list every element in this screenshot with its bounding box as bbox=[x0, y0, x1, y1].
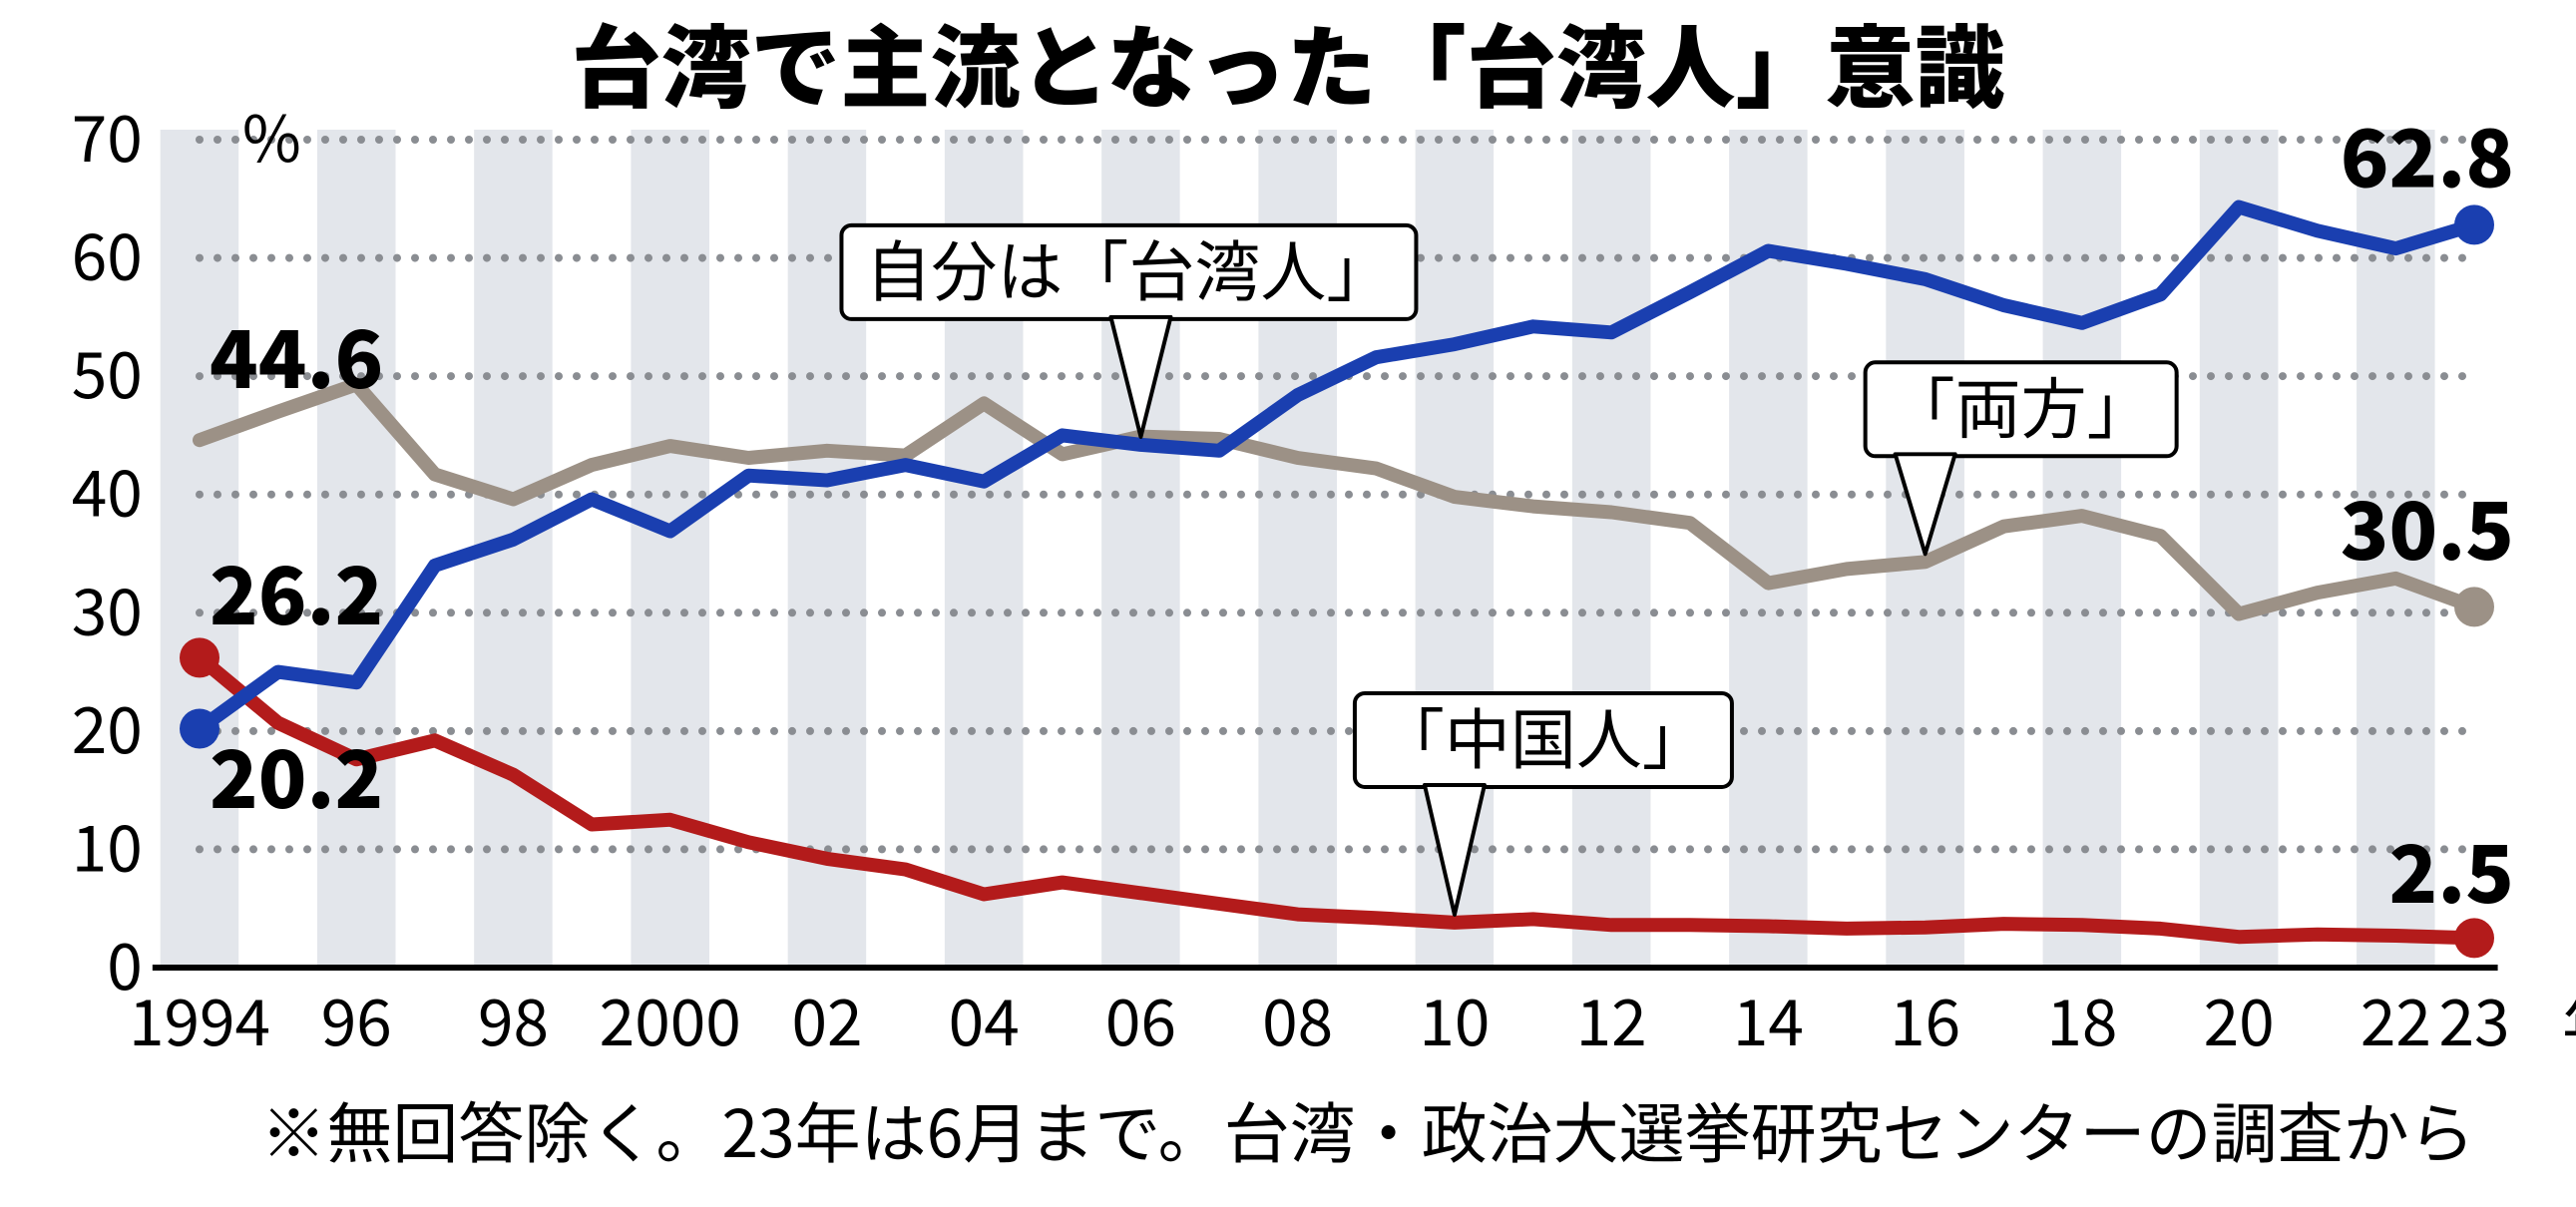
y-unit-label: % bbox=[242, 89, 301, 181]
x-tick-label: 2000 bbox=[600, 973, 741, 1064]
x-tick-label: 23 bbox=[2438, 973, 2509, 1064]
x-tick-label: 20 bbox=[2204, 973, 2275, 1064]
svg-text:自分は「台湾人」: 自分は「台湾人」 bbox=[865, 219, 1392, 315]
x-tick-label: 14 bbox=[1733, 973, 1804, 1064]
x-suffix: 年 bbox=[2562, 973, 2576, 1064]
y-tick-label: 60 bbox=[72, 207, 143, 299]
footnote: ※無回答除く。23年は6月まで。台湾・政治大選挙研究センターの調査から bbox=[260, 1081, 2474, 1177]
x-tick-label: 04 bbox=[949, 973, 1020, 1064]
end-label-chinese: 2.5 bbox=[2388, 811, 2514, 927]
x-tick-label: 12 bbox=[1576, 973, 1647, 1064]
y-tick-label: 20 bbox=[72, 680, 143, 772]
x-tick-label: 08 bbox=[1262, 973, 1333, 1064]
y-tick-label: 30 bbox=[72, 562, 143, 653]
chart-title: 台湾で主流となった「台湾人」意識 bbox=[571, 0, 2004, 126]
y-tick-label: 40 bbox=[72, 444, 143, 536]
marker-end-both bbox=[2454, 587, 2494, 626]
x-tick-label: 10 bbox=[1419, 973, 1490, 1064]
x-tick-label: 1994 bbox=[129, 973, 270, 1064]
y-tick-label: 50 bbox=[72, 325, 143, 417]
start-label-taiwanese: 20.2 bbox=[210, 716, 383, 832]
x-tick-label: 18 bbox=[2046, 973, 2117, 1064]
identity-chart: 010203040506070%199496982000020406081012… bbox=[0, 0, 2576, 1207]
svg-text:「中国人」: 「中国人」 bbox=[1379, 687, 1708, 783]
x-tick-label: 98 bbox=[478, 973, 549, 1064]
x-tick-label: 16 bbox=[1890, 973, 1960, 1064]
x-tick-label: 96 bbox=[321, 973, 392, 1064]
end-label-both: 30.5 bbox=[2341, 468, 2514, 584]
x-tick-label: 06 bbox=[1105, 973, 1176, 1064]
chart-svg: 010203040506070%199496982000020406081012… bbox=[0, 0, 2576, 1207]
y-tick-label: 10 bbox=[72, 798, 143, 890]
start-label-both: 44.6 bbox=[210, 296, 383, 412]
x-tick-label: 22 bbox=[2361, 973, 2431, 1064]
end-label-taiwanese: 62.8 bbox=[2341, 95, 2514, 210]
y-tick-label: 70 bbox=[72, 89, 143, 181]
x-tick-label: 02 bbox=[791, 973, 862, 1064]
start-label-chinese: 26.2 bbox=[210, 533, 383, 648]
svg-text:「両方」: 「両方」 bbox=[1890, 356, 2153, 452]
